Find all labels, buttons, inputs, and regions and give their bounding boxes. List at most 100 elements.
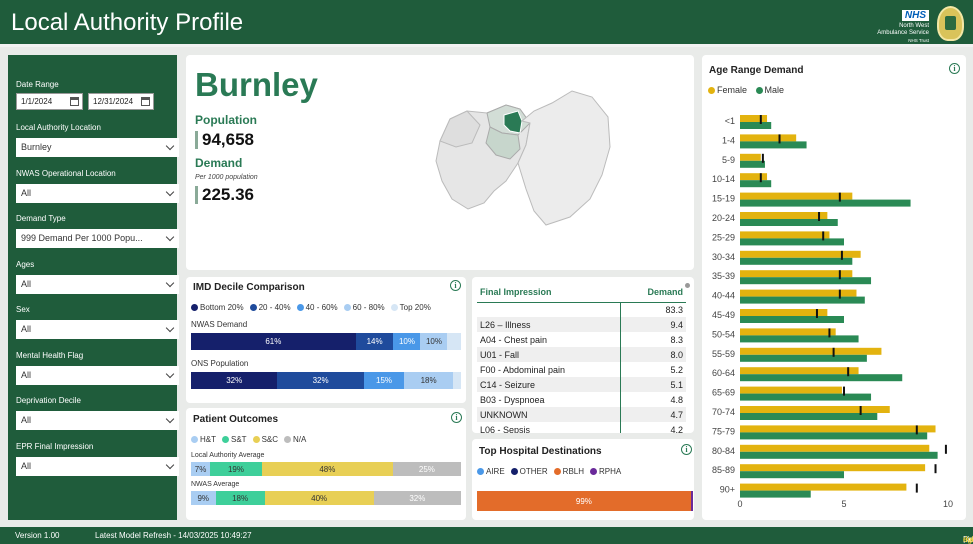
female-bar[interactable] (740, 231, 830, 239)
bar-segment[interactable] (447, 333, 461, 350)
nwas-marker[interactable] (759, 115, 762, 124)
area-map[interactable] (422, 83, 632, 233)
female-bar[interactable] (740, 386, 842, 394)
bar-segment[interactable]: 14% (355, 333, 394, 350)
female-bar[interactable] (740, 153, 761, 161)
legend-female[interactable]: Female (708, 85, 750, 95)
male-bar[interactable] (740, 199, 911, 207)
male-bar[interactable] (740, 335, 859, 343)
nwas-marker[interactable] (778, 134, 781, 144)
bar-segment[interactable]: 18% (215, 491, 265, 505)
nwas-marker[interactable] (759, 173, 762, 183)
male-bar[interactable] (740, 374, 903, 382)
female-bar[interactable] (740, 444, 930, 452)
legend-item[interactable]: Top 20% (390, 303, 434, 312)
table-row[interactable]: UNKNOWN 4.7 (477, 407, 686, 422)
start-date-input[interactable]: 1/1/2024 (16, 93, 83, 110)
female-bar[interactable] (740, 212, 828, 219)
info-icon[interactable]: i (450, 280, 461, 291)
legend-item[interactable]: OTHER (510, 467, 551, 476)
female-bar[interactable] (740, 425, 936, 433)
bar-segment[interactable]: 19% (210, 462, 262, 476)
female-bar[interactable] (740, 367, 859, 375)
male-bar[interactable] (740, 451, 938, 459)
nwas-marker[interactable] (838, 289, 841, 299)
bar-segment[interactable]: 61% (191, 333, 356, 350)
female-bar[interactable] (740, 309, 828, 316)
bar-segment[interactable] (690, 491, 693, 511)
male-bar[interactable] (740, 238, 844, 246)
bar-segment[interactable]: 48% (261, 462, 393, 476)
filter-dropdown[interactable]: All (16, 411, 179, 430)
nwas-marker[interactable] (838, 192, 841, 202)
nwas-marker[interactable] (915, 425, 918, 435)
female-bar[interactable] (740, 134, 797, 142)
map-region[interactable] (485, 126, 521, 160)
male-bar[interactable] (740, 219, 838, 226)
nwas-marker[interactable] (840, 250, 843, 260)
bar-segment[interactable]: 7% (191, 462, 211, 476)
bar-segment[interactable]: 32% (373, 491, 461, 505)
table-row[interactable]: U01 - Fall 8.0 (477, 347, 686, 362)
bar-segment[interactable]: 18% (404, 372, 453, 389)
legend-item[interactable]: 20 - 40% (249, 303, 294, 312)
legend-item[interactable]: N/A (284, 435, 309, 444)
legend-item[interactable]: H&T (191, 435, 219, 444)
male-bar[interactable] (740, 432, 928, 440)
col-demand[interactable]: Demand (620, 282, 686, 303)
table-row[interactable]: F00 - Abdominal pain 5.2 (477, 362, 686, 377)
nwas-marker[interactable] (847, 367, 850, 377)
table-row[interactable]: B03 - Dyspnoea 4.8 (477, 392, 686, 407)
nwas-marker[interactable] (815, 309, 818, 318)
female-bar[interactable] (740, 406, 890, 413)
nwas-marker[interactable] (859, 406, 862, 415)
nwas-marker[interactable] (818, 212, 821, 221)
male-bar[interactable] (740, 277, 872, 285)
nwas-marker[interactable] (822, 231, 825, 241)
legend-item[interactable]: AIRE (477, 467, 508, 476)
filter-dropdown[interactable]: All (16, 456, 179, 476)
bar-segment[interactable]: 9% (191, 491, 216, 505)
calendar-icon[interactable] (70, 97, 79, 106)
female-bar[interactable] (740, 347, 882, 355)
nwas-marker[interactable] (944, 444, 947, 454)
bar-segment[interactable]: 25% (392, 462, 461, 476)
filter-dropdown[interactable]: 999 Demand Per 1000 Popu... (16, 229, 179, 248)
legend-item[interactable]: 60 - 80% (343, 303, 388, 312)
legend-item[interactable]: Bottom 20% (191, 303, 247, 312)
map-region[interactable] (517, 90, 611, 226)
male-bar[interactable] (740, 296, 865, 304)
info-icon[interactable]: i (451, 412, 462, 423)
filter-dropdown[interactable]: All (16, 365, 179, 385)
bar-segment[interactable]: 40% (264, 491, 374, 505)
info-icon[interactable]: i (949, 63, 960, 74)
table-row[interactable]: A04 - Chest pain 8.3 (477, 332, 686, 347)
end-date-input[interactable]: 12/31/2024 (88, 93, 154, 110)
female-bar[interactable] (740, 192, 853, 200)
female-bar[interactable] (740, 483, 907, 491)
bar-segment[interactable] (452, 372, 461, 389)
legend-item[interactable]: RBLH (553, 467, 587, 476)
scrollbar-thumb[interactable] (685, 283, 690, 288)
bar-segment[interactable]: 10% (420, 333, 448, 350)
female-bar[interactable] (740, 250, 861, 258)
col-final-impression[interactable]: Final Impression (477, 282, 621, 303)
table-row[interactable]: L06 - Sepsis 4.2 (477, 422, 686, 433)
table-row[interactable]: C14 - Seizure 5.1 (477, 377, 686, 392)
male-bar[interactable] (740, 354, 867, 362)
male-bar[interactable] (740, 180, 772, 188)
info-icon[interactable]: i (681, 444, 692, 455)
legend-male[interactable]: Male (755, 85, 788, 95)
nwas-marker[interactable] (843, 386, 845, 396)
legend-item[interactable]: S&C (252, 435, 281, 444)
nwas-marker[interactable] (915, 483, 918, 493)
male-bar[interactable] (740, 257, 853, 265)
table-row[interactable]: L26 – Illness 9.4 (477, 317, 686, 332)
male-bar[interactable] (740, 490, 811, 498)
nwas-marker[interactable] (934, 464, 937, 474)
map-region[interactable] (439, 110, 481, 148)
male-bar[interactable] (740, 122, 772, 129)
filter-dropdown[interactable]: All (16, 274, 179, 294)
bar-segment[interactable]: 32% (191, 372, 278, 389)
female-bar[interactable] (740, 270, 853, 278)
